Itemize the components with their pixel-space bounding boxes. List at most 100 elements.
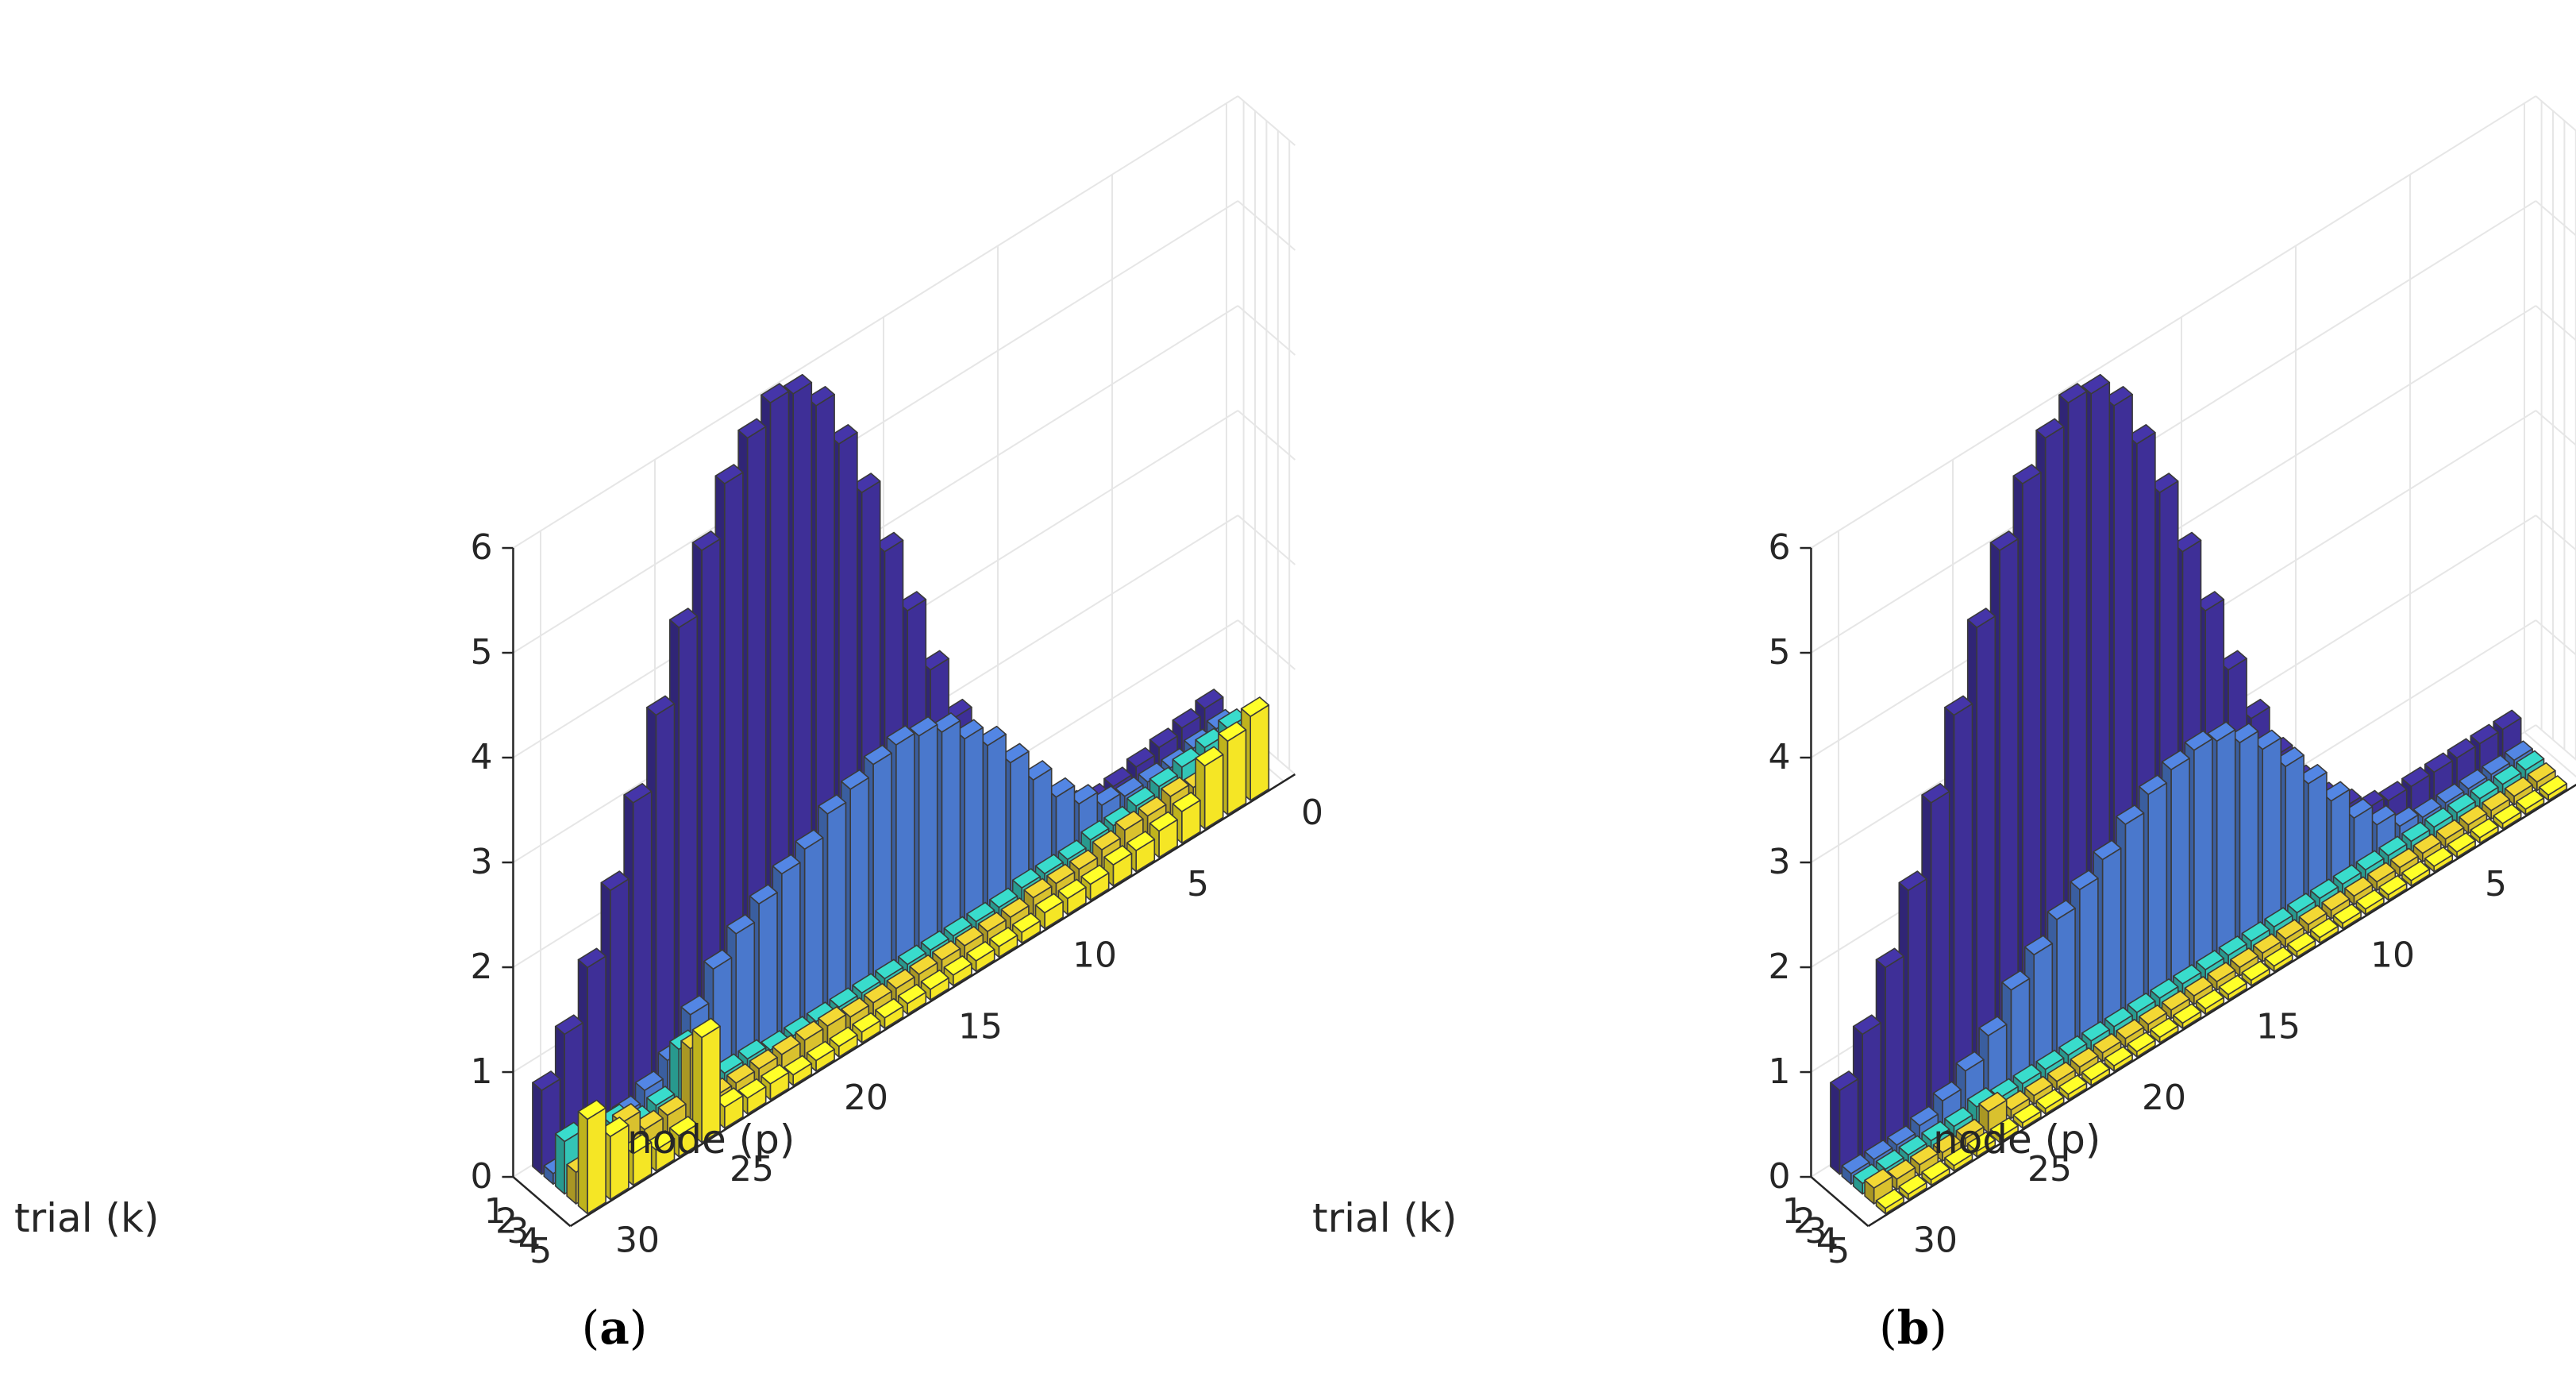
z-tick-label: 1 — [1768, 1051, 1790, 1092]
bar-front — [1953, 703, 1973, 1104]
bar-front — [758, 892, 778, 1057]
z-tick-label: 6 — [470, 527, 492, 568]
bar-side — [2173, 1014, 2184, 1029]
trial-tick-label: 1 — [1782, 1191, 1804, 1232]
bar-front — [632, 790, 653, 1118]
trial-tick-label: 2 — [495, 1201, 518, 1242]
bar — [1932, 1132, 1962, 1162]
bar — [943, 955, 972, 986]
bar-side — [2195, 1000, 2206, 1015]
node-tick-label: 20 — [844, 1078, 888, 1118]
node-tick-label: 5 — [1187, 864, 1209, 904]
bar-side — [2481, 802, 2492, 820]
z-tick-label: 6 — [1768, 527, 1790, 568]
bar-front — [1203, 754, 1224, 830]
bar-front — [1907, 878, 1927, 1132]
bar — [1898, 1174, 1927, 1201]
bar — [2516, 789, 2545, 816]
trial-tick-label: 3 — [506, 1211, 529, 1252]
bar — [829, 1026, 858, 1058]
bar — [1966, 1132, 1996, 1158]
bar-front — [964, 727, 984, 928]
bar-side — [2389, 858, 2401, 877]
bar — [2332, 903, 2362, 930]
bar-side — [2538, 786, 2549, 801]
z-tick-label: 5 — [470, 632, 492, 673]
z-tick-label: 2 — [470, 947, 492, 987]
bar-side — [2527, 773, 2538, 792]
bar-side — [2264, 958, 2275, 973]
bar — [2493, 804, 2522, 830]
bar-front — [1226, 729, 1247, 816]
bar-side — [2435, 831, 2447, 849]
bar-front — [895, 732, 915, 971]
bar — [852, 1012, 881, 1043]
bar-side — [966, 952, 977, 973]
bar-side — [2516, 800, 2527, 816]
z-tick-label: 3 — [1768, 842, 1790, 882]
bar — [2447, 832, 2476, 858]
bar-side — [2321, 901, 2332, 920]
bar-front — [587, 1107, 606, 1215]
bar-side — [2493, 815, 2504, 830]
bar-side — [1955, 1130, 1966, 1147]
bar — [1000, 742, 1030, 900]
panel-a-caption: (a) — [582, 1301, 648, 1355]
bar — [691, 1017, 721, 1144]
bar — [2195, 989, 2225, 1015]
bar-side — [2241, 971, 2252, 986]
bar — [2127, 1032, 2156, 1058]
bar-side — [2012, 1114, 2023, 1129]
bar — [2264, 946, 2293, 973]
bar — [897, 983, 927, 1015]
grid-line-z — [1810, 200, 2536, 654]
trial-axis — [512, 1176, 572, 1227]
bar-side — [2230, 958, 2241, 977]
bar-front — [803, 837, 824, 1028]
bar-side — [2332, 915, 2343, 930]
grid-line-z — [512, 200, 1238, 654]
bar-side — [2287, 943, 2298, 958]
z-tick-label: 4 — [470, 737, 492, 777]
z-tick-label: 0 — [1768, 1156, 1790, 1197]
bar-side — [2459, 816, 2470, 835]
bar-side — [897, 995, 908, 1015]
z-tick-label: 1 — [470, 1051, 492, 1092]
bar-side — [2184, 987, 2195, 1005]
bar — [989, 927, 1018, 958]
grid-line-z — [1810, 95, 2536, 549]
bar — [2173, 1003, 2202, 1029]
bar — [668, 1116, 699, 1158]
bar — [2230, 947, 2259, 977]
bar-side — [2298, 916, 2309, 934]
bar — [2058, 1074, 2088, 1101]
z-tick-label: 3 — [470, 842, 492, 882]
bar-front — [609, 1124, 630, 1201]
node-tick-label: 25 — [2027, 1149, 2072, 1190]
bar-side — [2093, 1044, 2104, 1063]
bar-side — [2138, 1016, 2149, 1034]
bar-front — [2170, 758, 2190, 985]
bar-side — [2412, 845, 2424, 862]
bar-front — [2239, 731, 2259, 943]
bar-side — [2366, 873, 2378, 891]
bar — [532, 1070, 561, 1175]
bar-side — [2275, 930, 2286, 948]
bar — [920, 969, 949, 1001]
bar-front — [1249, 704, 1270, 801]
trial-tick-label: 4 — [1816, 1221, 1839, 1261]
bar-front — [609, 878, 630, 1132]
node-tick-label: 5 — [2485, 864, 2507, 904]
bar-side — [1875, 1200, 1886, 1215]
bar-side — [875, 1009, 886, 1029]
z-tick-label: 5 — [1768, 632, 1790, 673]
node-tick-label: 15 — [958, 1006, 1003, 1047]
bar-side — [852, 1024, 863, 1043]
bar-side — [543, 1165, 554, 1185]
bar — [875, 997, 904, 1029]
bar-front — [2124, 812, 2145, 1014]
node-tick-label: 10 — [1072, 935, 1117, 976]
node-tick-label: 20 — [2142, 1078, 2186, 1118]
bar-side — [2378, 886, 2389, 901]
